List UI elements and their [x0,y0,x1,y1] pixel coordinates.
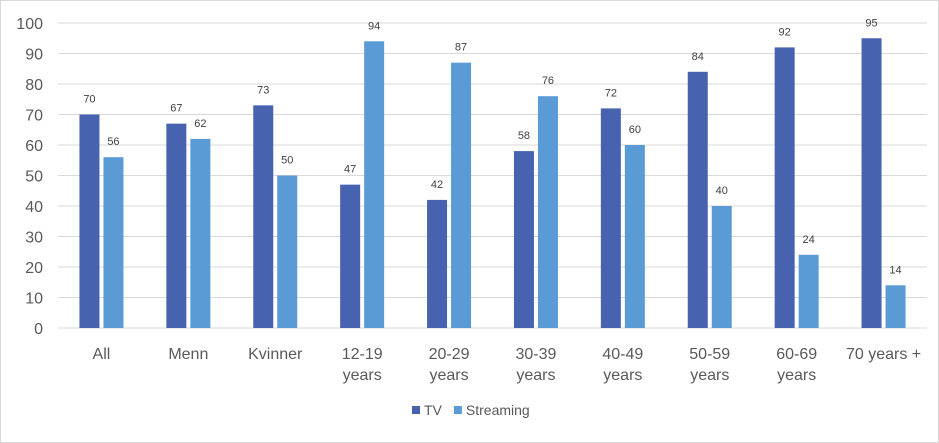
legend: TV Streaming [412,402,530,418]
legend-label-streaming: Streaming [466,402,530,418]
gridlines [58,22,927,329]
legend-label-tv: TV [424,402,443,418]
data-label: 72 [605,87,617,99]
bar-streaming [711,206,732,328]
data-label: 94 [368,20,380,32]
x-tick-label: years [690,367,729,384]
bar-tv [774,47,795,329]
bar-tv [427,199,448,328]
y-tick-label: 60 [25,138,43,155]
data-label: 47 [344,164,356,176]
data-label: 40 [716,185,728,197]
data-label: 62 [194,118,206,130]
data-label: 60 [629,124,641,136]
legend-swatch-streaming [453,406,462,414]
data-label: 95 [865,17,877,29]
bar-streaming [451,62,472,329]
x-tick-label: 70 years + [846,346,921,363]
x-tick-label: years [429,367,468,384]
x-tick-label: Menn [168,346,208,363]
data-label: 24 [803,234,815,246]
bar-tv [687,71,708,329]
bar-streaming [277,175,298,328]
data-label: 42 [431,179,443,191]
bars [79,38,906,329]
x-tick-label: years [343,367,382,384]
x-tick-label: 40-49 [602,346,643,363]
data-label: 50 [281,155,293,167]
x-tick-label: 30-39 [515,346,556,363]
bar-tv [340,184,361,328]
x-tick-label: 60-69 [776,346,817,363]
data-label: 58 [518,130,530,142]
y-tick-label: 30 [25,230,43,247]
data-label: 14 [889,264,901,276]
y-axis-tick-labels: 0 10 20 30 40 50 60 70 80 90 100 [16,16,43,338]
x-tick-label: years [516,367,555,384]
data-label: 84 [692,51,704,63]
bar-streaming [798,254,819,328]
y-tick-label: 20 [25,260,43,277]
legend-swatch-tv [412,406,420,414]
data-label: 73 [257,84,269,96]
data-label: 56 [107,136,119,148]
data-labels: 70 56 67 62 73 50 47 94 42 87 58 76 72 60 84 40 92 24 95 14 [83,17,901,276]
y-tick-label: 10 [25,291,43,308]
data-label: 67 [170,103,182,115]
y-tick-label: 90 [25,47,43,64]
x-tick-label: 20-29 [429,346,470,363]
bar-tv [253,105,274,328]
y-tick-label: 80 [25,77,43,94]
x-tick-label: 50-59 [689,346,730,363]
y-tick-label: 0 [34,321,43,338]
y-tick-label: 50 [25,169,43,186]
x-tick-label: 12-19 [342,346,383,363]
data-label: 92 [779,26,791,38]
bar-tv [79,114,100,328]
x-tick-label: Kvinner [248,346,303,363]
bar-streaming [364,41,385,329]
bar-tv [861,38,882,328]
data-label: 70 [83,94,95,106]
x-axis-tick-labels: All Menn Kvinner 12-19 years 20-29 years 30-39 y… [93,346,922,384]
y-tick-label: 70 [25,108,43,125]
data-label: 76 [542,75,554,87]
x-tick-label: years [777,367,816,384]
data-label: 87 [455,42,467,54]
y-tick-label: 40 [25,199,43,216]
bar-tv [513,151,534,328]
x-tick-label: All [93,346,111,363]
bar-streaming [190,138,211,328]
bar-streaming [103,157,124,328]
bar-streaming [624,145,645,328]
x-tick-label: years [603,367,642,384]
bar-tv [600,108,621,329]
bar-streaming [885,285,906,328]
y-tick-label: 100 [16,16,43,33]
bar-tv [166,123,187,329]
bar-streaming [537,96,558,328]
